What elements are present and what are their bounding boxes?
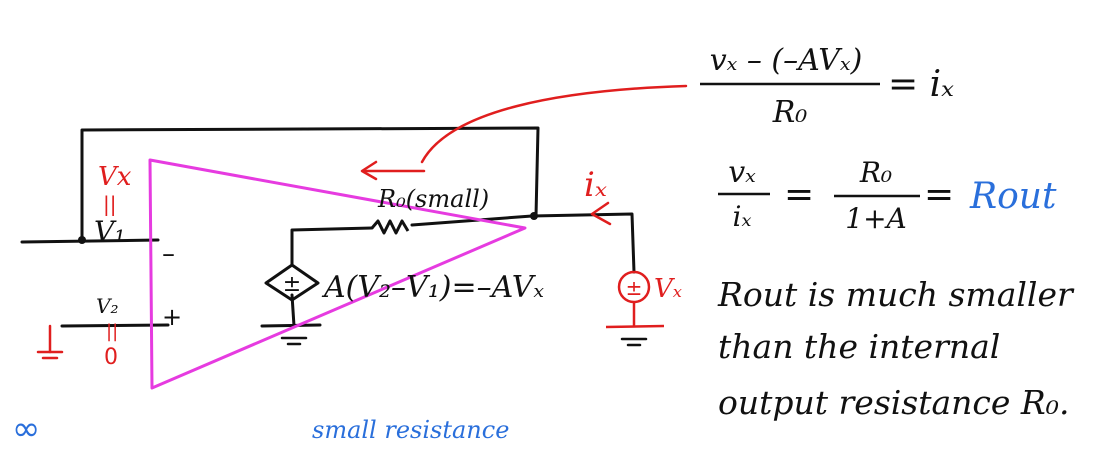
ro-resistor	[370, 219, 410, 235]
eq2-denominator: iₓ	[733, 200, 752, 233]
equation-1: vₓ – (–AVₓ) R₀ = iₓ	[700, 43, 954, 130]
v2-label: V₂	[96, 294, 118, 318]
dep-source-ground-bar	[260, 323, 322, 328]
dependent-source: ±	[264, 263, 320, 302]
vx-equals-mark: ||	[103, 192, 116, 216]
v1-node-dot	[78, 236, 86, 244]
test-source-ground-bar	[605, 324, 665, 329]
dep-source-ground-icon	[280, 336, 308, 346]
dep-source-pm: ±	[283, 272, 301, 297]
infinity-symbol: ∞	[12, 409, 40, 449]
ix-label: iₓ	[584, 165, 607, 205]
explanation-note: Rout is much smaller than the internal o…	[717, 275, 1075, 422]
eq2-denominator-2: 1+A	[845, 202, 907, 235]
small-resistance-text: small resistance	[312, 416, 509, 444]
test-source-ground-icon	[620, 337, 648, 347]
output-wire-left	[290, 226, 374, 267]
minus-terminal-label: –	[162, 239, 175, 269]
output-wire-right	[410, 212, 636, 274]
output-node-dot	[530, 212, 538, 220]
note-line-3: output resistance R₀.	[718, 383, 1070, 422]
test-voltage-source: ±	[617, 270, 651, 304]
eq2-rout: Rout	[969, 176, 1057, 217]
ix-arrow-head	[590, 201, 612, 226]
eq1-numerator: vₓ – (–AVₓ)	[710, 43, 863, 78]
eq1-rhs: = iₓ	[888, 64, 954, 105]
v2-ground-icon	[36, 324, 64, 360]
test-source-pm: ±	[626, 276, 643, 300]
eq2-numerator-2: R₀	[859, 156, 892, 189]
arrow-to-ro-head	[360, 160, 378, 181]
eq2-equals-2: =	[924, 174, 954, 215]
eq2-equals-1: =	[784, 174, 814, 215]
equation-2: vₓ iₓ = R₀ 1+A = Rout	[718, 155, 1057, 235]
op-amp-triangle	[148, 158, 527, 390]
v2-zero-label: 0	[104, 345, 118, 370]
note-line-2: than the internal	[718, 327, 1000, 366]
v2-equals-mark: ||	[106, 321, 118, 342]
plus-terminal-label: +	[162, 303, 182, 331]
ro-small-label: R₀(small)	[377, 185, 489, 213]
feedback-wire	[80, 126, 540, 242]
note-line-1: Rout is much smaller	[717, 275, 1075, 314]
curved-arrow-to-ro	[420, 84, 688, 164]
eq1-denominator: R₀	[772, 95, 808, 130]
vx-label: Vx	[98, 162, 132, 192]
dependent-source-label: A(V₂–V₁)=–AVₓ	[321, 270, 544, 305]
v1-label: V₁	[94, 215, 125, 248]
v1-input-line	[20, 238, 160, 244]
eq2-numerator: vₓ	[728, 155, 756, 190]
test-source-label: Vₓ	[654, 274, 682, 304]
